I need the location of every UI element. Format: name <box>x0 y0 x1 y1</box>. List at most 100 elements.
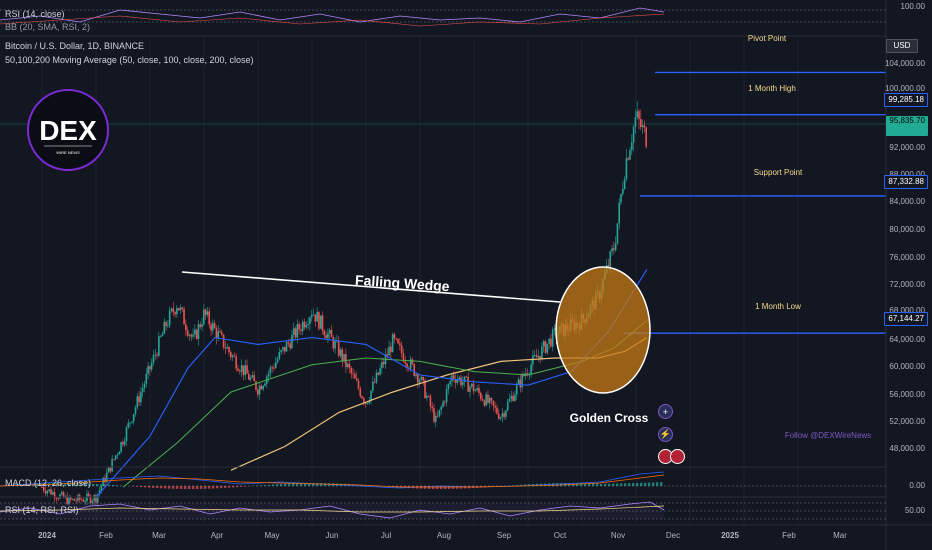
candle-body <box>535 355 538 358</box>
top-bb-legend[interactable]: BB (20, SMA, RSI, 2) <box>5 22 91 32</box>
candle-body <box>386 354 389 356</box>
candle-body <box>611 248 613 252</box>
candle-body <box>91 500 94 503</box>
macd-bar <box>444 486 447 489</box>
top-rsi-legend[interactable]: RSI (14, close) <box>5 9 65 19</box>
macd-bar <box>232 486 235 488</box>
macd-bar <box>228 486 231 488</box>
us-flag-icon-2[interactable] <box>670 449 685 464</box>
ma-legend[interactable]: 50,100,200 Moving Average (50, close, 10… <box>5 55 254 65</box>
candle-body <box>105 472 108 483</box>
macd-bar <box>448 486 451 489</box>
candle-body <box>517 379 520 385</box>
candle-body <box>66 496 68 505</box>
candle-body <box>526 373 529 375</box>
candle-body <box>542 341 545 347</box>
candle-body <box>228 347 230 353</box>
candle-body <box>494 405 496 408</box>
candle-body <box>96 494 99 503</box>
candle-body <box>55 498 58 500</box>
currency-button[interactable]: USD <box>886 39 918 53</box>
candle-body <box>278 352 281 360</box>
candle-body <box>118 451 121 455</box>
candle-body <box>618 202 621 224</box>
candle-body <box>623 179 626 189</box>
candle-body <box>188 334 191 336</box>
candle-body <box>627 158 630 160</box>
macd-bar <box>284 483 287 486</box>
candle-body <box>537 355 540 358</box>
candle-body <box>638 111 640 120</box>
candle-body <box>388 346 390 356</box>
candle-body <box>283 346 286 352</box>
candle-body <box>93 495 95 501</box>
candle-body <box>327 333 329 339</box>
macd-legend[interactable]: MACD (12, 26, close) <box>5 478 92 488</box>
candle-body <box>62 492 65 498</box>
candle-body <box>512 395 514 401</box>
candle-body <box>57 498 59 500</box>
candle-body <box>80 499 83 501</box>
macd-bar <box>260 485 263 486</box>
candle-body <box>372 381 374 391</box>
price-axis-label: 88,000.00 <box>886 169 928 181</box>
macd-bar <box>188 486 191 489</box>
macd-bar <box>80 483 83 486</box>
candle-body <box>267 373 270 377</box>
price-axis-label: 52,000.00 <box>889 417 925 426</box>
macd-bar <box>432 486 435 489</box>
macd-bar <box>320 483 323 486</box>
candle-body <box>208 311 211 325</box>
candle-body <box>230 352 232 358</box>
candle-body <box>150 362 153 370</box>
candle-body <box>472 383 475 392</box>
candle-body <box>195 329 198 339</box>
macd-bar <box>304 483 307 486</box>
macd-bar <box>292 483 295 486</box>
symbol-title[interactable]: Bitcoin / U.S. Dollar, 1D, BINANCE <box>5 41 145 51</box>
falling-wedge-label: Falling Wedge <box>355 272 451 295</box>
macd-axis-label: 0.00 <box>909 481 925 490</box>
lightning-icon[interactable]: ⚡ <box>658 427 673 442</box>
macd-bar <box>136 486 139 487</box>
top-axis-label: 100.00 <box>900 2 925 11</box>
candle-body <box>530 364 532 374</box>
candle-body <box>354 374 356 379</box>
macd-bar <box>516 485 519 486</box>
candle-body <box>463 376 466 382</box>
candle-body <box>402 353 405 362</box>
candle-body <box>152 354 155 363</box>
candle-body <box>310 315 313 318</box>
candle-body <box>102 477 104 487</box>
macd-bar <box>212 486 215 489</box>
month-high-price-tag: 99,285.18 <box>884 93 928 107</box>
candle-body <box>391 334 394 353</box>
candle-body <box>476 388 478 391</box>
candle-body <box>253 375 255 382</box>
candle-body <box>501 413 504 418</box>
candle-body <box>68 496 70 505</box>
candle-body <box>515 384 518 395</box>
candle-body <box>247 373 250 380</box>
time-axis-label: Mar <box>152 531 166 540</box>
candle-body <box>330 330 333 338</box>
candle-body <box>454 378 457 383</box>
candle-body <box>147 366 149 374</box>
macd-bar <box>112 484 115 486</box>
candle-body <box>163 321 166 334</box>
macd-bar <box>520 484 523 486</box>
candle-body <box>276 359 279 363</box>
candle-body <box>46 490 49 494</box>
candle-body <box>158 336 160 356</box>
candle-body <box>168 310 171 326</box>
candle-body <box>116 454 119 456</box>
candle-body <box>316 312 318 322</box>
macd-bar <box>644 482 647 486</box>
rsi-legend[interactable]: RSI (14, RSI, RSI) <box>5 505 79 515</box>
macd-bar <box>556 483 559 486</box>
plus-icon[interactable]: + <box>658 404 673 419</box>
price-axis-label: 84,000.00 <box>889 197 925 206</box>
candle-body <box>465 376 468 378</box>
candle-body <box>503 413 505 417</box>
